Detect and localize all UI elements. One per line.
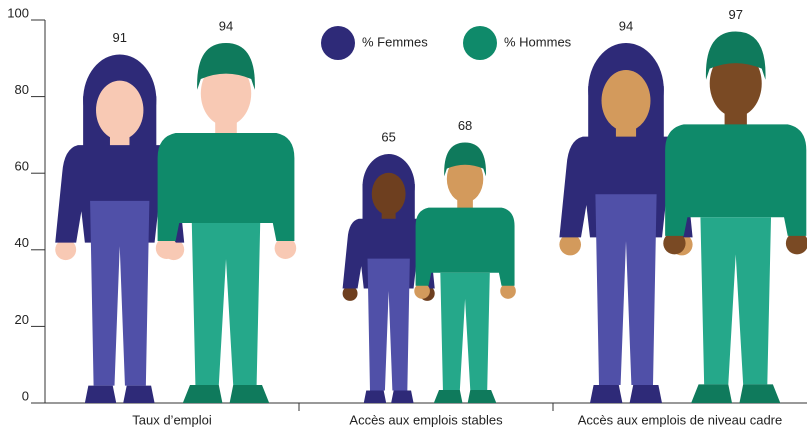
y-tick-label: 0 — [22, 388, 29, 403]
y-tick-label: 100 — [7, 5, 29, 20]
x-tick-label: Accès aux emplois de niveau cadre — [578, 412, 783, 427]
legend-swatch — [321, 26, 355, 60]
person-figure — [414, 142, 516, 403]
value-label: 91 — [112, 30, 126, 45]
value-label: 68 — [458, 118, 472, 133]
value-label: 97 — [728, 7, 742, 22]
person-figure — [55, 54, 185, 403]
person-figure — [342, 154, 435, 403]
x-tick-label: Accès aux emplois stables — [349, 412, 503, 427]
y-tick-label: 60 — [15, 159, 29, 174]
y-tick-label: 80 — [15, 82, 29, 97]
x-tick-label: Taux d’emploi — [132, 412, 212, 427]
value-label: 94 — [219, 18, 233, 33]
legend-label: % Hommes — [504, 34, 572, 49]
legend-swatch — [463, 26, 497, 60]
y-tick-label: 20 — [15, 312, 29, 327]
legend-label: % Femmes — [362, 34, 428, 49]
person-figure — [155, 42, 297, 403]
value-label: 65 — [381, 129, 395, 144]
person-figure — [663, 31, 807, 403]
person-figure — [559, 42, 693, 403]
y-tick-label: 40 — [15, 235, 29, 250]
value-label: 94 — [619, 18, 633, 33]
